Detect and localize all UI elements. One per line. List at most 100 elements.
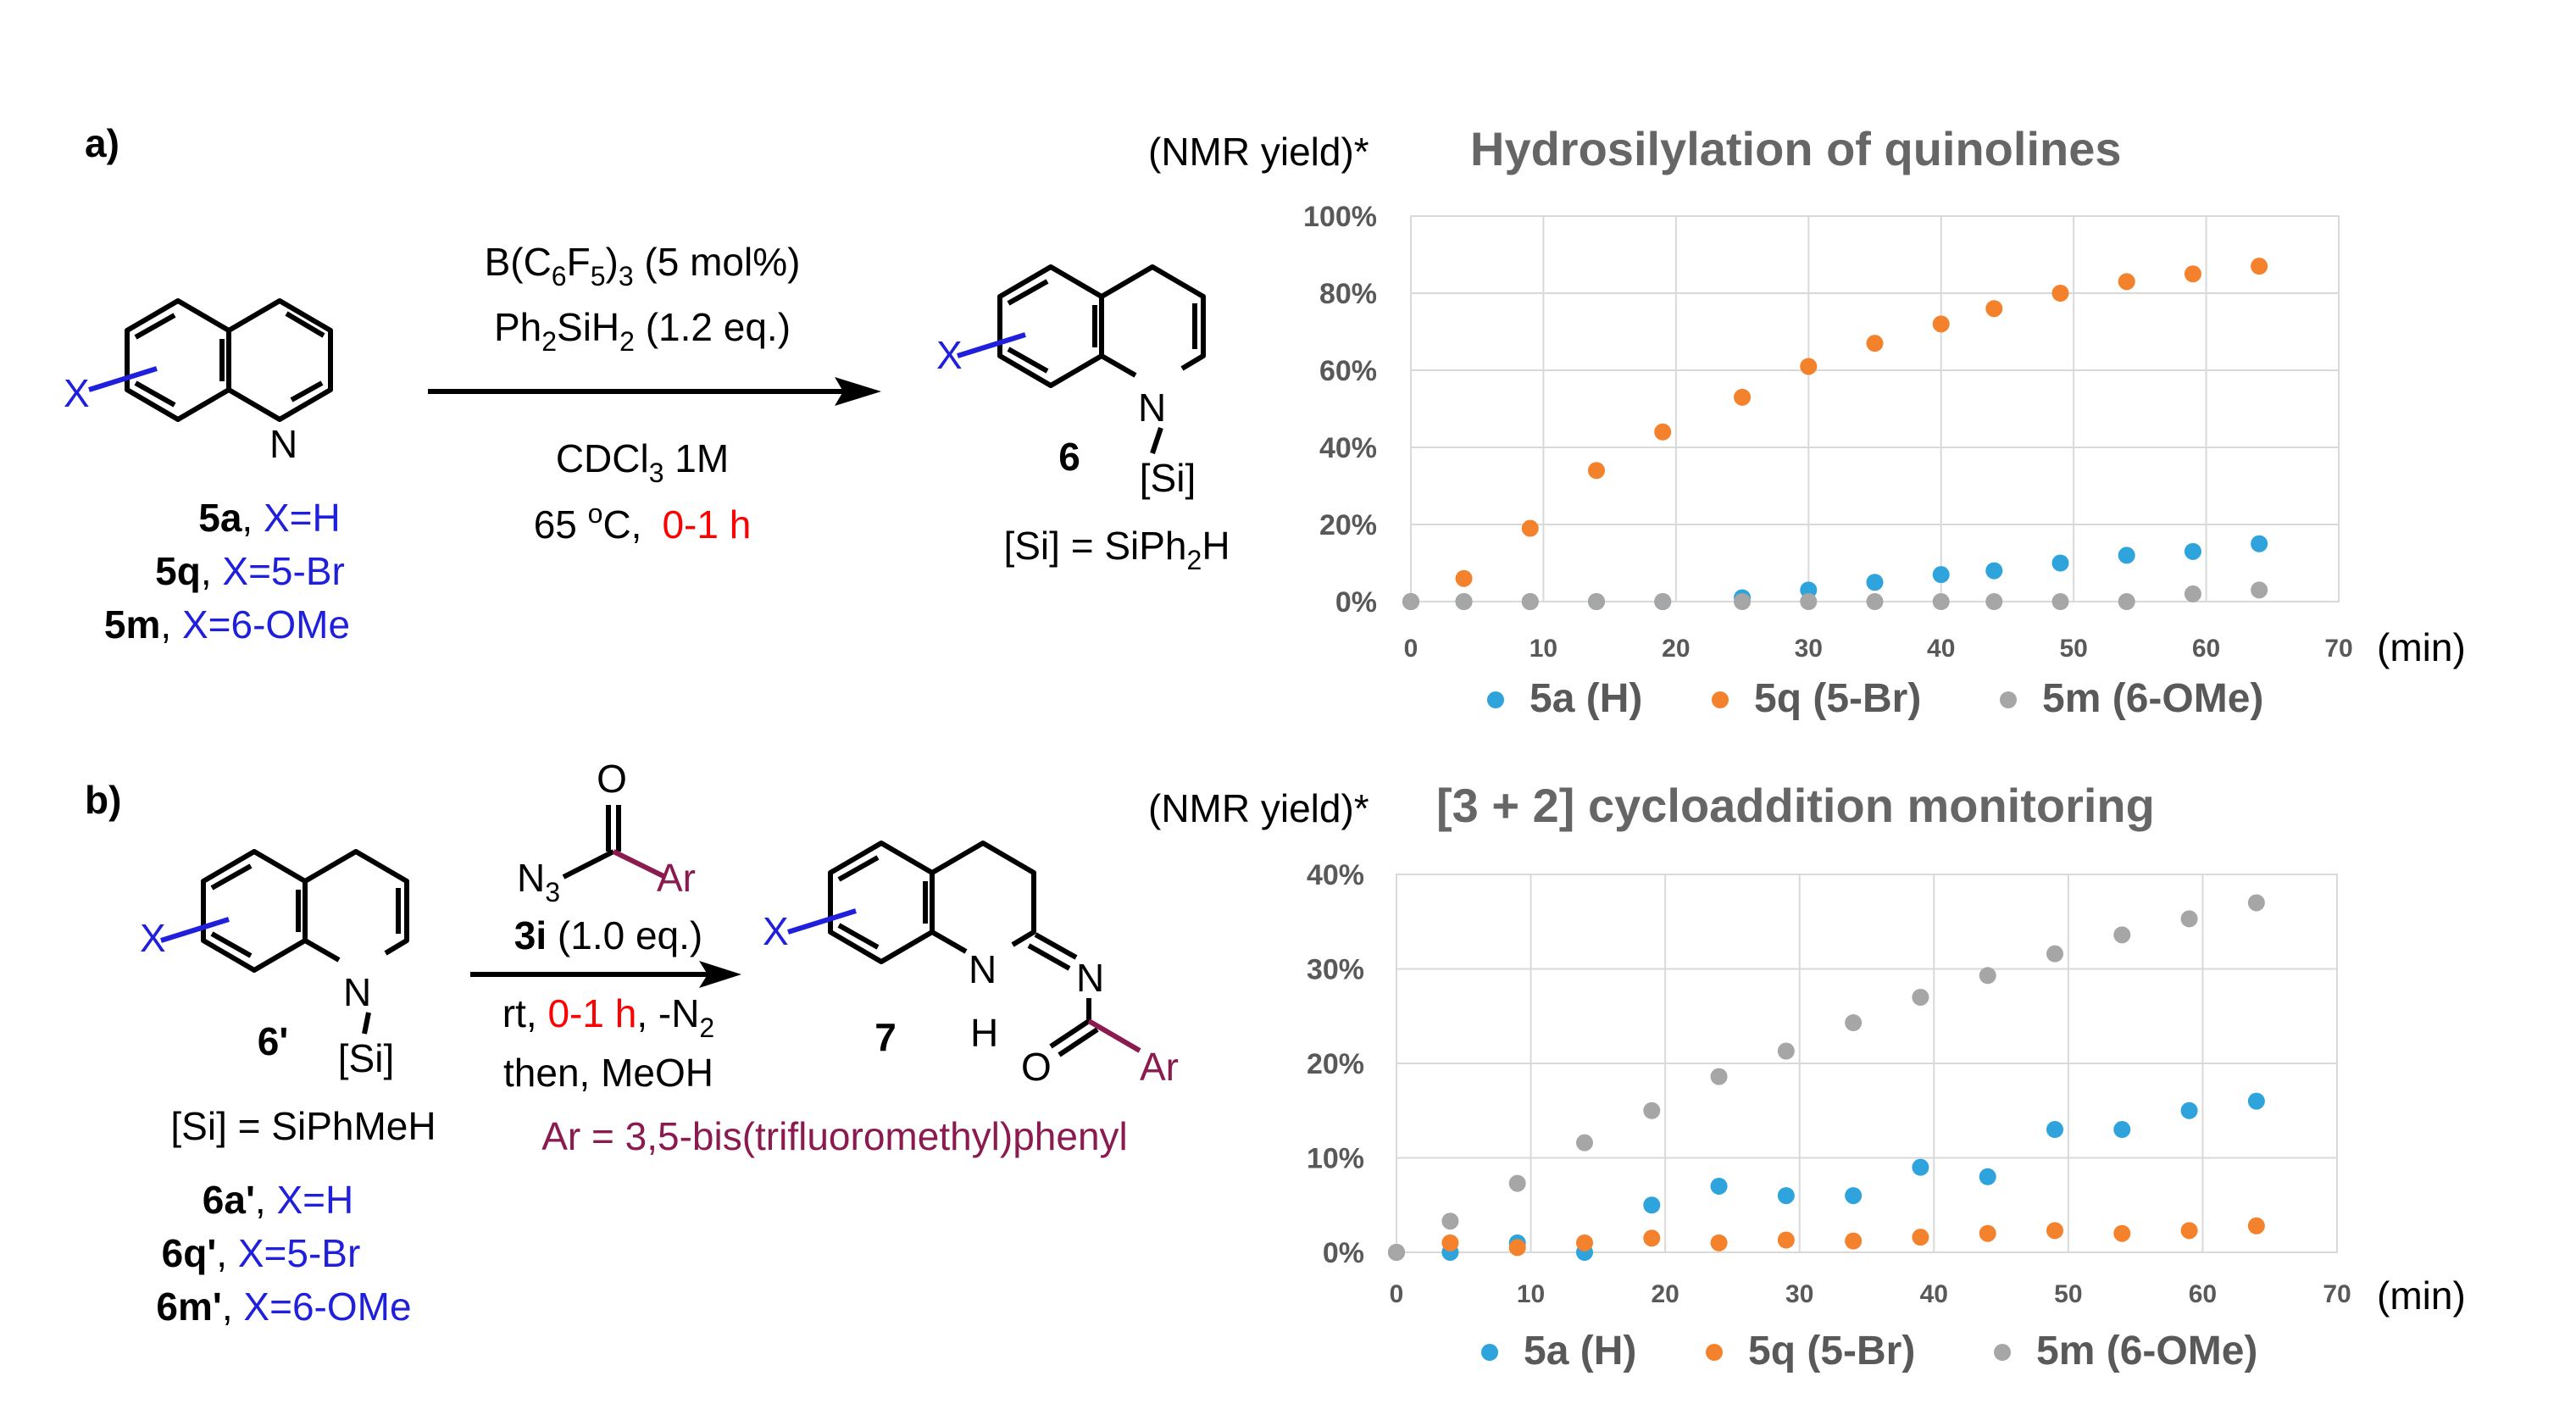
legend-label: 5a (H)	[1530, 676, 1642, 721]
panel-b-scheme: b) N X 6' [Si] [Si] = SiPhMeH 6a', X=H 6…	[85, 757, 1179, 1329]
x-tick-label: 70	[2324, 635, 2352, 663]
data-point	[2184, 265, 2201, 283]
data-point	[1643, 1101, 1661, 1119]
dihydroquinoline-6prime-structure	[160, 849, 409, 1035]
x-tick-label: 40	[1920, 1280, 1948, 1308]
y-tick-label: 20%	[1319, 509, 1377, 541]
legend-label: 5q (5-Br)	[1754, 676, 1921, 721]
series-5m	[1388, 894, 2265, 1261]
data-point	[1734, 593, 1752, 610]
data-point	[1643, 1229, 1661, 1247]
data-point	[1508, 1174, 1526, 1192]
x-tick-label: 0	[1404, 635, 1418, 663]
condition-silane: Ph2SiH2 (1.2 eq.)	[494, 305, 791, 357]
product-7-carbonyl-o: O	[1021, 1045, 1052, 1089]
reagent-aryl-ar: Ar	[657, 856, 696, 900]
data-point	[1441, 1212, 1459, 1230]
data-point	[1441, 1234, 1459, 1251]
data-point	[2113, 1224, 2131, 1242]
data-point	[2247, 1092, 2265, 1110]
data-point	[1845, 1232, 1863, 1250]
legend-marker	[1712, 691, 1729, 708]
data-point	[2180, 1222, 2198, 1240]
data-point	[1912, 1229, 1929, 1246]
data-point	[1845, 1187, 1863, 1205]
n-mask	[267, 428, 297, 462]
data-point	[1866, 574, 1884, 591]
data-point	[2046, 1222, 2063, 1240]
substrate-6prime-si-group: [Si]	[338, 1036, 394, 1080]
data-point	[1777, 1187, 1795, 1205]
panel-b-label: b)	[85, 778, 121, 822]
chart-ylabel: (NMR yield)*	[1148, 786, 1369, 830]
reagent-carbonyl-o: O	[597, 757, 627, 801]
legend-marker	[1706, 1344, 1723, 1361]
chart-hydrosilylation: (NMR yield)* Hydrosilylation of quinoline…	[1148, 122, 2466, 721]
data-point	[2118, 273, 2135, 291]
data-point	[1777, 1231, 1795, 1249]
data-point	[1866, 335, 1884, 352]
data-point	[1455, 593, 1473, 610]
data-point	[2180, 910, 2198, 928]
data-point	[2046, 1121, 2063, 1139]
condition-rt-time-n2: rt, 0-1 h, -N2	[502, 991, 714, 1043]
acyl-azide-3i-structure	[562, 805, 667, 880]
reaction-arrow-b	[470, 961, 741, 988]
data-point	[1800, 358, 1818, 375]
chart-title: [3 + 2] cycloaddition monitoring	[1436, 779, 2155, 832]
data-point	[1654, 593, 1672, 610]
x-tick-label: 70	[2323, 1280, 2351, 1308]
y-tick-label: 0%	[1335, 586, 1377, 619]
y-tick-label: 20%	[1307, 1048, 1364, 1080]
substrate-6q-prime: 6q', X=5-Br	[162, 1231, 361, 1275]
data-point	[1912, 988, 1929, 1006]
quinoline-n-atom: N	[269, 422, 297, 466]
product-6-si-group: [Si]	[1140, 456, 1196, 500]
data-point	[1508, 1239, 1526, 1257]
y-tick-label: 40%	[1319, 432, 1377, 464]
data-point	[1932, 315, 1950, 333]
data-point	[1388, 1244, 1405, 1261]
chart-xlabel: (min)	[2377, 1274, 2466, 1318]
data-point	[2251, 581, 2268, 599]
data-point	[1402, 593, 1419, 610]
chart-title: Hydrosilylation of quinolines	[1470, 122, 2122, 175]
legend-marker	[1487, 691, 1504, 708]
data-point	[2184, 542, 2201, 560]
dihydroquinoline-6-structure	[957, 264, 1206, 454]
series-5q	[1402, 258, 2268, 610]
data-point	[1588, 462, 1605, 480]
data-point	[2051, 593, 2069, 610]
data-point	[1866, 593, 1884, 610]
condition-solvent: CDCl3 1M	[556, 436, 729, 488]
substrate-5m: 5m, X=6-OMe	[104, 602, 350, 646]
product-6-si-definition: [Si] = SiPh2H	[1003, 524, 1230, 575]
data-point	[2251, 535, 2268, 552]
y-tick-label: 30%	[1307, 954, 1364, 986]
data-point	[1710, 1068, 1728, 1085]
x-tick-label: 50	[2054, 1280, 2082, 1308]
data-point	[1932, 566, 1950, 584]
substrate-6prime-si-definition: [Si] = SiPhMeH	[170, 1104, 436, 1148]
x-tick-label: 40	[1927, 635, 1955, 663]
data-point	[2118, 593, 2135, 610]
data-point	[1455, 569, 1473, 587]
quinoline-x-substituent: X	[64, 371, 90, 415]
x-tick-label: 0	[1390, 1280, 1404, 1308]
data-point	[1777, 1042, 1795, 1060]
reagent-3i-equiv: 3i (1.0 eq.)	[514, 913, 702, 957]
x-tick-label: 20	[1651, 1280, 1679, 1308]
data-point	[1521, 593, 1539, 610]
legend-label: 5m (6-OMe)	[2042, 676, 2263, 721]
product-6-label: 6	[1058, 435, 1080, 479]
product-7-imine-n-atom: N	[1076, 956, 1104, 1000]
y-tick-label: 0%	[1323, 1237, 1364, 1269]
data-point	[2180, 1101, 2198, 1119]
condition-temperature-time: 65 oC, 0-1 h	[534, 498, 752, 547]
y-tick-label: 80%	[1319, 278, 1377, 310]
product-6-x-substituent: X	[936, 333, 963, 377]
substrate-5q: 5q, X=5-Br	[155, 549, 345, 593]
chart-cycloaddition: (NMR yield)* [3 + 2] cycloaddition monito…	[1148, 779, 2466, 1373]
